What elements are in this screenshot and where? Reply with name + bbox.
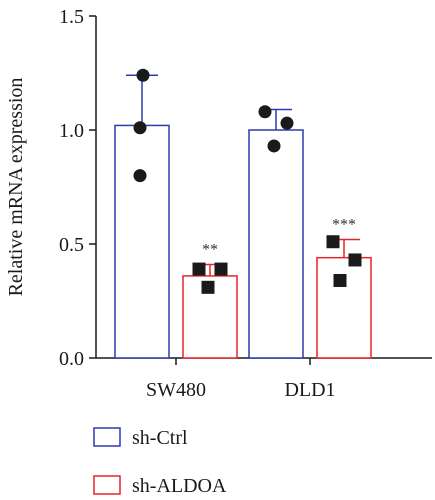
data-point-square: [201, 280, 215, 294]
y-tick-label: 0.5: [59, 234, 84, 256]
data-point-square: [326, 235, 340, 249]
legend-label: sh-Ctrl: [132, 427, 188, 449]
data-point-circle: [267, 139, 281, 153]
bar: [316, 256, 372, 359]
y-axis-label: Relative mRNA expression: [5, 78, 27, 297]
y-tick-label: 0.0: [59, 348, 84, 370]
legend-label: sh-ALDOA: [132, 475, 227, 497]
data-point-square: [348, 253, 362, 267]
data-point-circle: [136, 68, 150, 82]
y-tick-label: 1.0: [59, 120, 84, 142]
bar: [248, 129, 304, 359]
significance-label: ***: [332, 216, 356, 233]
x-tick-label: SW480: [146, 379, 206, 401]
bar: [114, 124, 170, 359]
y-tick-label: 1.5: [59, 6, 84, 28]
data-point-circle: [258, 105, 272, 119]
legend-swatch: [93, 475, 121, 495]
x-tick-label: DLD1: [284, 379, 335, 401]
data-point-square: [192, 262, 206, 276]
legend-swatch: [93, 427, 121, 447]
data-points: [133, 68, 362, 294]
data-point-square: [214, 262, 228, 276]
error-bars: [126, 74, 360, 276]
data-point-circle: [133, 121, 147, 135]
axes: 0.0 0.5 1.0 1.5 SW480 DLD1 Relative mRNA expre…: [5, 6, 432, 401]
significance-label: **: [202, 242, 218, 259]
data-point-circle: [133, 169, 147, 183]
significance-annotations: *****: [202, 216, 356, 258]
data-point-square: [333, 273, 347, 287]
bars: [114, 124, 372, 359]
legend: sh-Ctrl sh-ALDOA: [93, 427, 227, 497]
data-point-circle: [280, 116, 294, 130]
